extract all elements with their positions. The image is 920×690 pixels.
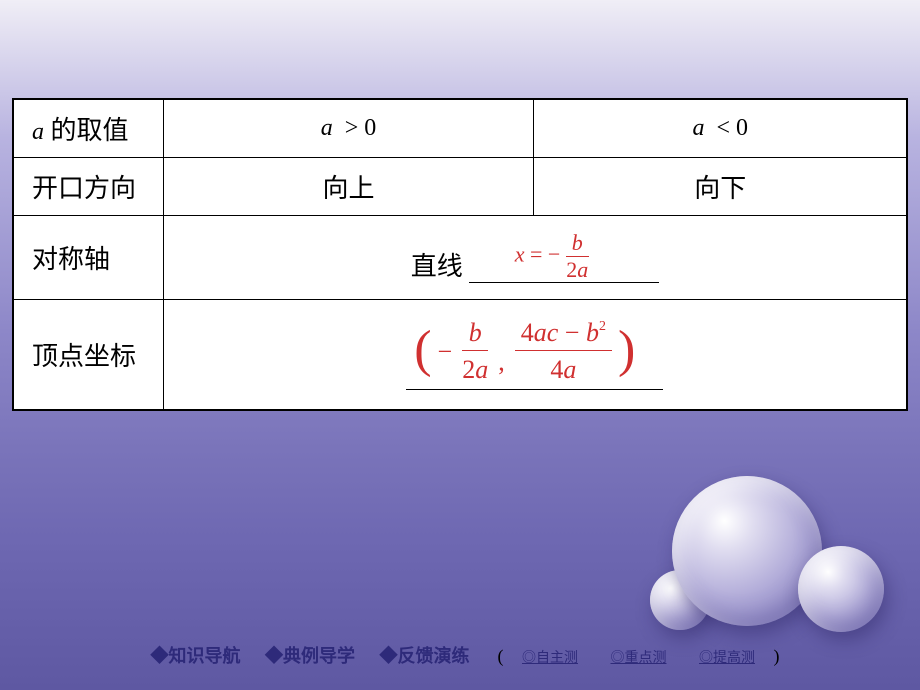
nav-self-test[interactable]: ◎自主测 [522,651,578,666]
desc-value: 的取值 [44,116,129,145]
opening-down: 向下 [534,158,907,216]
decorative-orb-large [672,476,822,626]
paren-left: ( [498,646,504,666]
decorative-orb-medium [798,546,884,632]
opening-up: 向上 [163,158,534,216]
properties-table: a 的取值 a > 0 a < 0 开口方向 向上 向下 对称轴 直线 x = … [12,98,908,411]
axis-blank: x = − b 2a [469,232,659,283]
header-a-neg: a < 0 [534,99,907,158]
footer-nav: ◆知识导航 ◆典例导学 ◆反馈演练 ( ◎自主测 ◎重点测 ◎提高测 ) [0,642,920,668]
vertex-blank: ( − b 2a , 4ac − b2 4a ) [406,318,663,390]
vertex-formula: ( − b 2a , 4ac − b2 4a ) [414,318,635,385]
header-vertex: 顶点坐标 [13,300,163,410]
paren-right: ) [774,646,780,666]
symmetry-axis-cell: 直线 x = − b 2a [163,216,907,300]
axis-prefix: 直线 [411,246,463,283]
nav-key-test[interactable]: ◎重点测 [611,651,667,666]
axis-formula: x = − b 2a [515,232,589,281]
header-a-value: a 的取值 [13,99,163,158]
nav-knowledge[interactable]: ◆知识导航 [151,646,241,666]
nav-improve-test[interactable]: ◎提高测 [699,651,755,666]
nav-practice[interactable]: ◆反馈演练 [380,646,470,666]
nav-examples[interactable]: ◆典例导学 [265,646,355,666]
vertex-cell: ( − b 2a , 4ac − b2 4a ) [163,300,907,410]
header-a-pos: a > 0 [163,99,534,158]
header-opening: 开口方向 [13,158,163,216]
var-a: a [32,119,44,145]
header-symmetry-axis: 对称轴 [13,216,163,300]
